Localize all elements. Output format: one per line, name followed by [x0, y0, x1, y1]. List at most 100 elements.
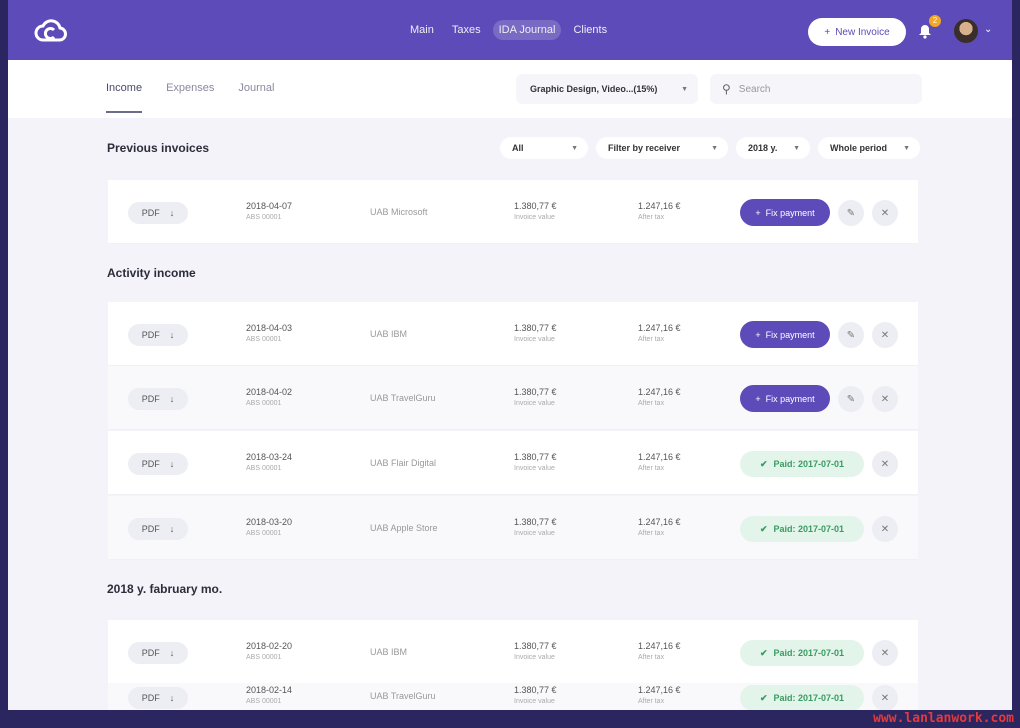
date: 2018-04-03 [246, 323, 293, 333]
pdf-download-button[interactable]: PDF ↓ [128, 388, 188, 410]
pencil-icon: ✎ [846, 329, 856, 341]
category-select[interactable]: Graphic Design, Video...(15%) ▼ [516, 74, 698, 104]
close-icon: ✕ [880, 329, 890, 341]
invoice-value: 1.380,77 € Invoice value [514, 641, 557, 661]
delete-button[interactable]: ✕ [872, 516, 898, 542]
edit-button[interactable]: ✎ [838, 386, 864, 412]
date: 2018-03-24 [246, 452, 293, 462]
dropdown-arrow-icon: ▼ [711, 144, 718, 152]
invoice-row: PDF ↓ 2018-02-20 ABS 00001 UAB IBM 1.380,7… [108, 620, 918, 684]
invoice-code: ABS 00001 [246, 698, 282, 705]
fix-payment-button[interactable]: + Fix payment [740, 321, 830, 348]
after-tax: 1.247,16 € After tax [638, 201, 681, 221]
pdf-download-button[interactable]: PDF ↓ [128, 687, 188, 709]
filter-label: Filter by receiver [608, 143, 681, 153]
pdf-download-button[interactable]: PDF ↓ [128, 324, 188, 346]
client-name: UAB Apple Store [370, 523, 438, 533]
check-icon: ✔ [759, 458, 768, 469]
paid-label: Paid: 2017-07-01 [773, 648, 845, 658]
value-label: After tax [638, 654, 665, 661]
filter-year[interactable]: 2018 y. ▼ [736, 137, 810, 159]
dropdown-arrow-icon: ▼ [681, 85, 688, 93]
value-label: After tax [638, 530, 665, 537]
delete-button[interactable]: ✕ [872, 640, 898, 666]
value-label: Invoice value [514, 698, 555, 705]
invoice-value: 1.380,77 € Invoice value [514, 387, 557, 407]
invoice-row: PDF ↓ 2018-02-14 ABS 00001 UAB TravelGuru … [108, 683, 918, 710]
check-icon: ✔ [759, 692, 768, 703]
invoice-date: 2018-04-03 ABS 00001 [246, 323, 292, 343]
invoice-value: 1.380,77 € Invoice value [514, 685, 557, 705]
nav-taxes[interactable]: Taxes [451, 24, 481, 36]
dropdown-arrow-icon: ▼ [571, 144, 578, 152]
close-icon: ✕ [880, 692, 890, 704]
nav-main[interactable]: Main [410, 24, 434, 36]
delete-button[interactable]: ✕ [872, 685, 898, 710]
avatar[interactable] [954, 19, 978, 43]
value-label: After tax [638, 336, 665, 343]
invoice-code: ABS 00001 [246, 654, 282, 661]
cloud-logo-icon[interactable] [34, 18, 68, 44]
value-label: After tax [638, 465, 665, 472]
tab-expenses[interactable]: Expenses [166, 82, 215, 94]
close-icon: ✕ [880, 393, 890, 405]
download-arrow-icon: ↓ [169, 693, 175, 703]
pdf-label: PDF [141, 208, 160, 218]
filter-label: Whole period [830, 143, 887, 153]
filter-all[interactable]: All ▼ [500, 137, 588, 159]
value: 1.247,16 € [638, 517, 681, 527]
invoice-code: ABS 00001 [246, 400, 282, 407]
invoice-date: 2018-04-07 ABS 00001 [246, 201, 292, 221]
search-icon: ⚲ [722, 82, 731, 96]
filter-receiver[interactable]: Filter by receiver ▼ [596, 137, 728, 159]
bell-icon[interactable] [918, 24, 932, 39]
download-arrow-icon: ↓ [169, 524, 175, 534]
value-label: Invoice value [514, 214, 555, 221]
app-window: Main Taxes IDA Journal Clients + New Invo… [8, 0, 1012, 710]
value-label: After tax [638, 214, 665, 221]
after-tax: 1.247,16 € After tax [638, 641, 681, 661]
invoice-row: PDF ↓ 2018-04-03 ABS 00001 UAB IBM 1.380,7… [108, 302, 918, 366]
check-icon: ✔ [759, 523, 768, 534]
value: 1.247,16 € [638, 685, 681, 695]
value-label: After tax [638, 698, 665, 705]
plus-icon: + [755, 329, 761, 340]
fix-payment-button[interactable]: + Fix payment [740, 199, 830, 226]
filter-period[interactable]: Whole period ▼ [818, 137, 920, 159]
delete-button[interactable]: ✕ [872, 386, 898, 412]
download-arrow-icon: ↓ [169, 459, 175, 469]
download-arrow-icon: ↓ [169, 330, 175, 340]
delete-button[interactable]: ✕ [872, 322, 898, 348]
nav-ida-journal[interactable]: IDA Journal [492, 20, 562, 40]
section-title: Activity income [107, 266, 196, 280]
tab-income[interactable]: Income [106, 82, 143, 113]
pdf-download-button[interactable]: PDF ↓ [128, 518, 188, 540]
pdf-label: PDF [141, 330, 160, 340]
pdf-download-button[interactable]: PDF ↓ [128, 202, 188, 224]
invoice-row: PDF ↓ 2018-04-02 ABS 00001 UAB TravelGuru … [108, 366, 918, 430]
pdf-download-button[interactable]: PDF ↓ [128, 642, 188, 664]
invoice-row: PDF ↓ 2018-04-07 ABS 00001 UAB Microsoft 1… [108, 180, 918, 244]
paid-status-badge: ✔ Paid: 2017-07-01 [740, 685, 864, 710]
edit-button[interactable]: ✎ [838, 322, 864, 348]
fix-payment-label: Fix payment [765, 207, 815, 218]
pdf-label: PDF [141, 394, 160, 404]
new-invoice-button[interactable]: + New Invoice [808, 18, 906, 46]
delete-button[interactable]: ✕ [872, 451, 898, 477]
date: 2018-02-14 [246, 685, 293, 695]
pdf-label: PDF [141, 524, 160, 534]
client-name: UAB Flair Digital [370, 458, 437, 468]
tab-journal[interactable]: Journal [238, 82, 275, 94]
nav-clients[interactable]: Clients [573, 24, 608, 36]
invoice-row: PDF ↓ 2018-03-20 ABS 00001 UAB Apple Store… [108, 496, 918, 560]
edit-button[interactable]: ✎ [838, 200, 864, 226]
search-input[interactable]: ⚲ Search [710, 74, 922, 104]
fix-payment-button[interactable]: + Fix payment [740, 385, 830, 412]
plus-icon: + [824, 26, 831, 38]
value-label: After tax [638, 400, 665, 407]
chevron-down-icon[interactable]: ⌄ [984, 24, 993, 35]
delete-button[interactable]: ✕ [872, 200, 898, 226]
pdf-download-button[interactable]: PDF ↓ [128, 453, 188, 475]
close-icon: ✕ [880, 207, 890, 219]
download-arrow-icon: ↓ [169, 394, 175, 404]
